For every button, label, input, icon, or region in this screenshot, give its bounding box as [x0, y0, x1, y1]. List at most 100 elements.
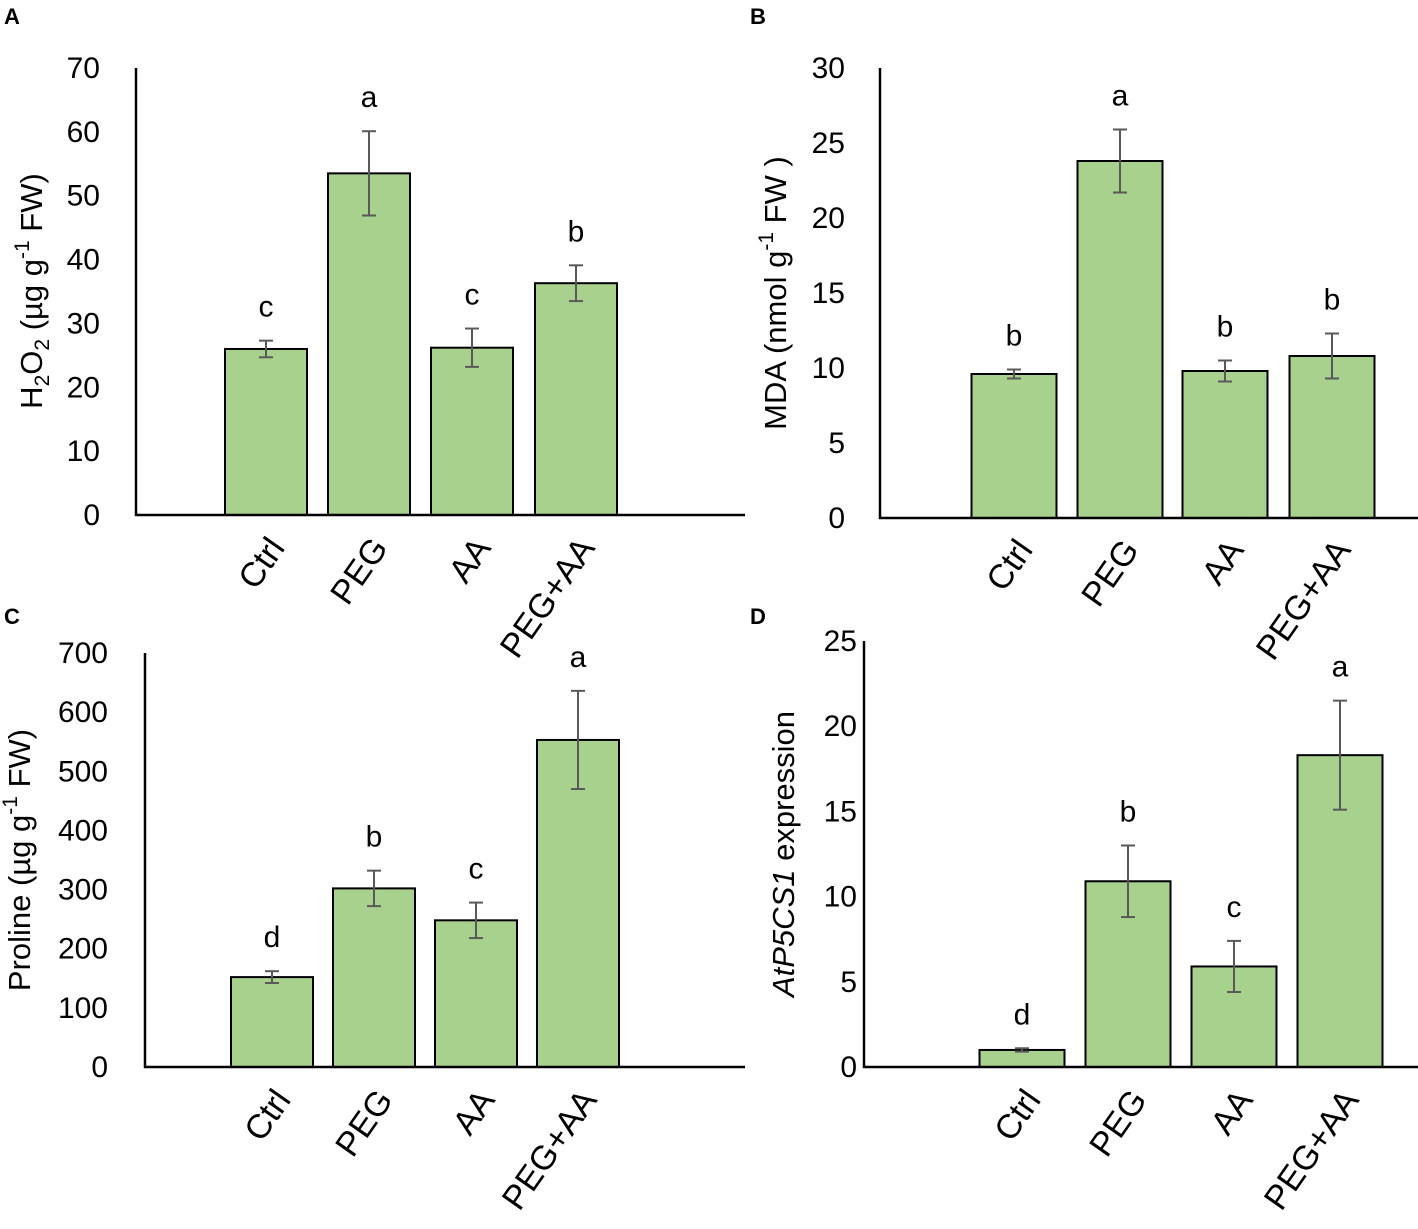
category-label-c-2: AA	[445, 1083, 502, 1142]
y-tick-label-a-6: 60	[67, 116, 100, 149]
y-axis-label-c: Proline (µg g-1 FW)	[0, 729, 37, 991]
bar-b-ctrl	[970, 373, 1058, 519]
error-bar-d-0	[1015, 1047, 1029, 1053]
error-bar-c-3	[571, 689, 585, 791]
y-tick-label-d-2: 10	[824, 881, 857, 914]
significance-letter-d-1: b	[1120, 795, 1137, 828]
category-label-d-3: PEG+AA	[1257, 1083, 1367, 1217]
y-tick-label-a-7: 70	[67, 52, 100, 85]
panel-b-mda-chart: 0 5 10 15 20 25 30 b Ctrl a PEG b AA b PEG+AA MDA (nmol…	[755, 52, 1418, 667]
y-tick-label-b-6: 30	[812, 52, 845, 85]
y-tick-label-b-4: 20	[812, 202, 845, 235]
y-tick-label-b-2: 10	[812, 352, 845, 385]
y-tick-label-a-0: 0	[83, 499, 100, 532]
error-bar-b-1	[1113, 128, 1127, 194]
category-label-b-2: AA	[1194, 533, 1251, 592]
y-axis-label-d: AtP5CS1 expression	[766, 711, 801, 999]
y-tick-label-c-4: 400	[58, 814, 108, 847]
y-tick-label-a-1: 10	[67, 435, 100, 468]
bar-a-peg-aa	[534, 282, 618, 516]
bar-b-peg	[1076, 160, 1164, 519]
y-tick-label-a-4: 40	[67, 244, 100, 277]
y-tick-label-c-7: 700	[58, 637, 108, 670]
bar-c-peg	[332, 887, 416, 1068]
error-bar-c-2	[469, 901, 483, 940]
category-label-d-1: PEG	[1082, 1083, 1154, 1164]
error-bar-b-3	[1325, 332, 1339, 380]
error-bar-a-3	[569, 264, 583, 303]
error-bar-c-0	[265, 970, 279, 985]
significance-letter-d-2: c	[1227, 891, 1242, 924]
significance-letter-a-2: c	[465, 279, 480, 312]
significance-letter-a-0: c	[259, 291, 274, 324]
category-label-a-1: PEG	[323, 531, 395, 612]
error-bar-a-1	[362, 130, 376, 217]
significance-letter-c-2: c	[469, 853, 484, 886]
error-bar-d-1	[1121, 844, 1135, 919]
error-bar-b-0	[1007, 368, 1021, 380]
panel-letter-a: A	[4, 4, 20, 29]
category-label-b-0: Ctrl	[979, 533, 1040, 598]
panel-d-expression-chart: 0 5 10 15 20 25 d Ctrl b PEG c AA a PEG+AA AtP5CS1 exp…	[766, 625, 1418, 1217]
significance-letter-b-3: b	[1324, 284, 1341, 317]
error-bar-a-2	[465, 327, 479, 368]
significance-letter-b-2: b	[1217, 311, 1234, 344]
panel-letter-d: D	[750, 604, 766, 629]
y-tick-label-c-1: 100	[58, 992, 108, 1025]
category-label-b-1: PEG	[1074, 533, 1146, 614]
category-label-d-2: AA	[1203, 1083, 1260, 1142]
y-tick-label-b-0: 0	[828, 502, 845, 535]
y-tick-label-a-2: 20	[67, 371, 100, 404]
bar-c-ctrl	[230, 976, 314, 1068]
error-bar-d-3	[1333, 699, 1347, 811]
error-bar-a-0	[259, 339, 273, 359]
category-label-b-3: PEG+AA	[1249, 533, 1359, 667]
y-tick-label-d-0: 0	[840, 1051, 857, 1084]
error-bar-b-2	[1218, 359, 1232, 383]
bar-c-peg-aa	[536, 738, 620, 1068]
bar-a-aa	[430, 346, 514, 516]
bar-a-peg	[327, 172, 411, 516]
category-label-c-3: PEG+AA	[495, 1083, 605, 1217]
y-axis-label-b: MDA (nmol g-1 FW )	[755, 156, 793, 430]
significance-letter-c-1: b	[366, 821, 383, 854]
y-tick-label-c-0: 0	[91, 1051, 108, 1084]
error-bar-d-2	[1227, 939, 1241, 994]
y-tick-label-a-3: 30	[67, 307, 100, 340]
significance-letter-a-3: b	[568, 215, 585, 248]
bar-c-aa	[434, 919, 518, 1069]
y-tick-label-d-3: 15	[824, 795, 857, 828]
y-tick-label-b-3: 15	[812, 277, 845, 310]
y-tick-label-d-4: 20	[824, 710, 857, 743]
y-tick-label-a-5: 50	[67, 180, 100, 213]
bar-b-peg-aa	[1288, 355, 1376, 519]
y-tick-label-b-5: 25	[812, 127, 845, 160]
panel-letter-c: C	[4, 604, 20, 629]
y-tick-label-c-3: 300	[58, 874, 108, 907]
category-label-a-2: AA	[441, 531, 498, 590]
category-label-c-1: PEG	[328, 1083, 400, 1164]
y-tick-label-d-5: 25	[824, 625, 857, 658]
error-bar-c-1	[367, 869, 381, 908]
y-tick-label-c-2: 200	[58, 933, 108, 966]
bar-b-aa	[1181, 370, 1269, 519]
significance-letter-d-0: d	[1014, 998, 1031, 1031]
significance-letter-c-0: d	[264, 921, 281, 954]
category-label-a-0: Ctrl	[231, 531, 292, 596]
significance-letter-a-1: a	[361, 81, 378, 114]
significance-letter-c-3: a	[570, 641, 587, 674]
panel-c-proline-chart: 0 100 200 300 400 500 600 700 d Ctrl b PEG c AA a PEG+A…	[0, 637, 745, 1217]
category-label-c-0: Ctrl	[237, 1083, 298, 1148]
significance-letter-b-1: a	[1112, 80, 1129, 113]
significance-letter-b-0: b	[1006, 320, 1023, 353]
significance-letter-d-3: a	[1332, 651, 1349, 684]
bar-a-ctrl	[224, 347, 308, 516]
y-tick-label-c-6: 600	[58, 696, 108, 729]
y-tick-label-b-1: 5	[828, 427, 845, 460]
y-tick-label-c-5: 500	[58, 755, 108, 788]
category-label-d-0: Ctrl	[987, 1083, 1048, 1148]
y-tick-label-d-1: 5	[840, 966, 857, 999]
panel-letter-b: B	[750, 4, 766, 29]
